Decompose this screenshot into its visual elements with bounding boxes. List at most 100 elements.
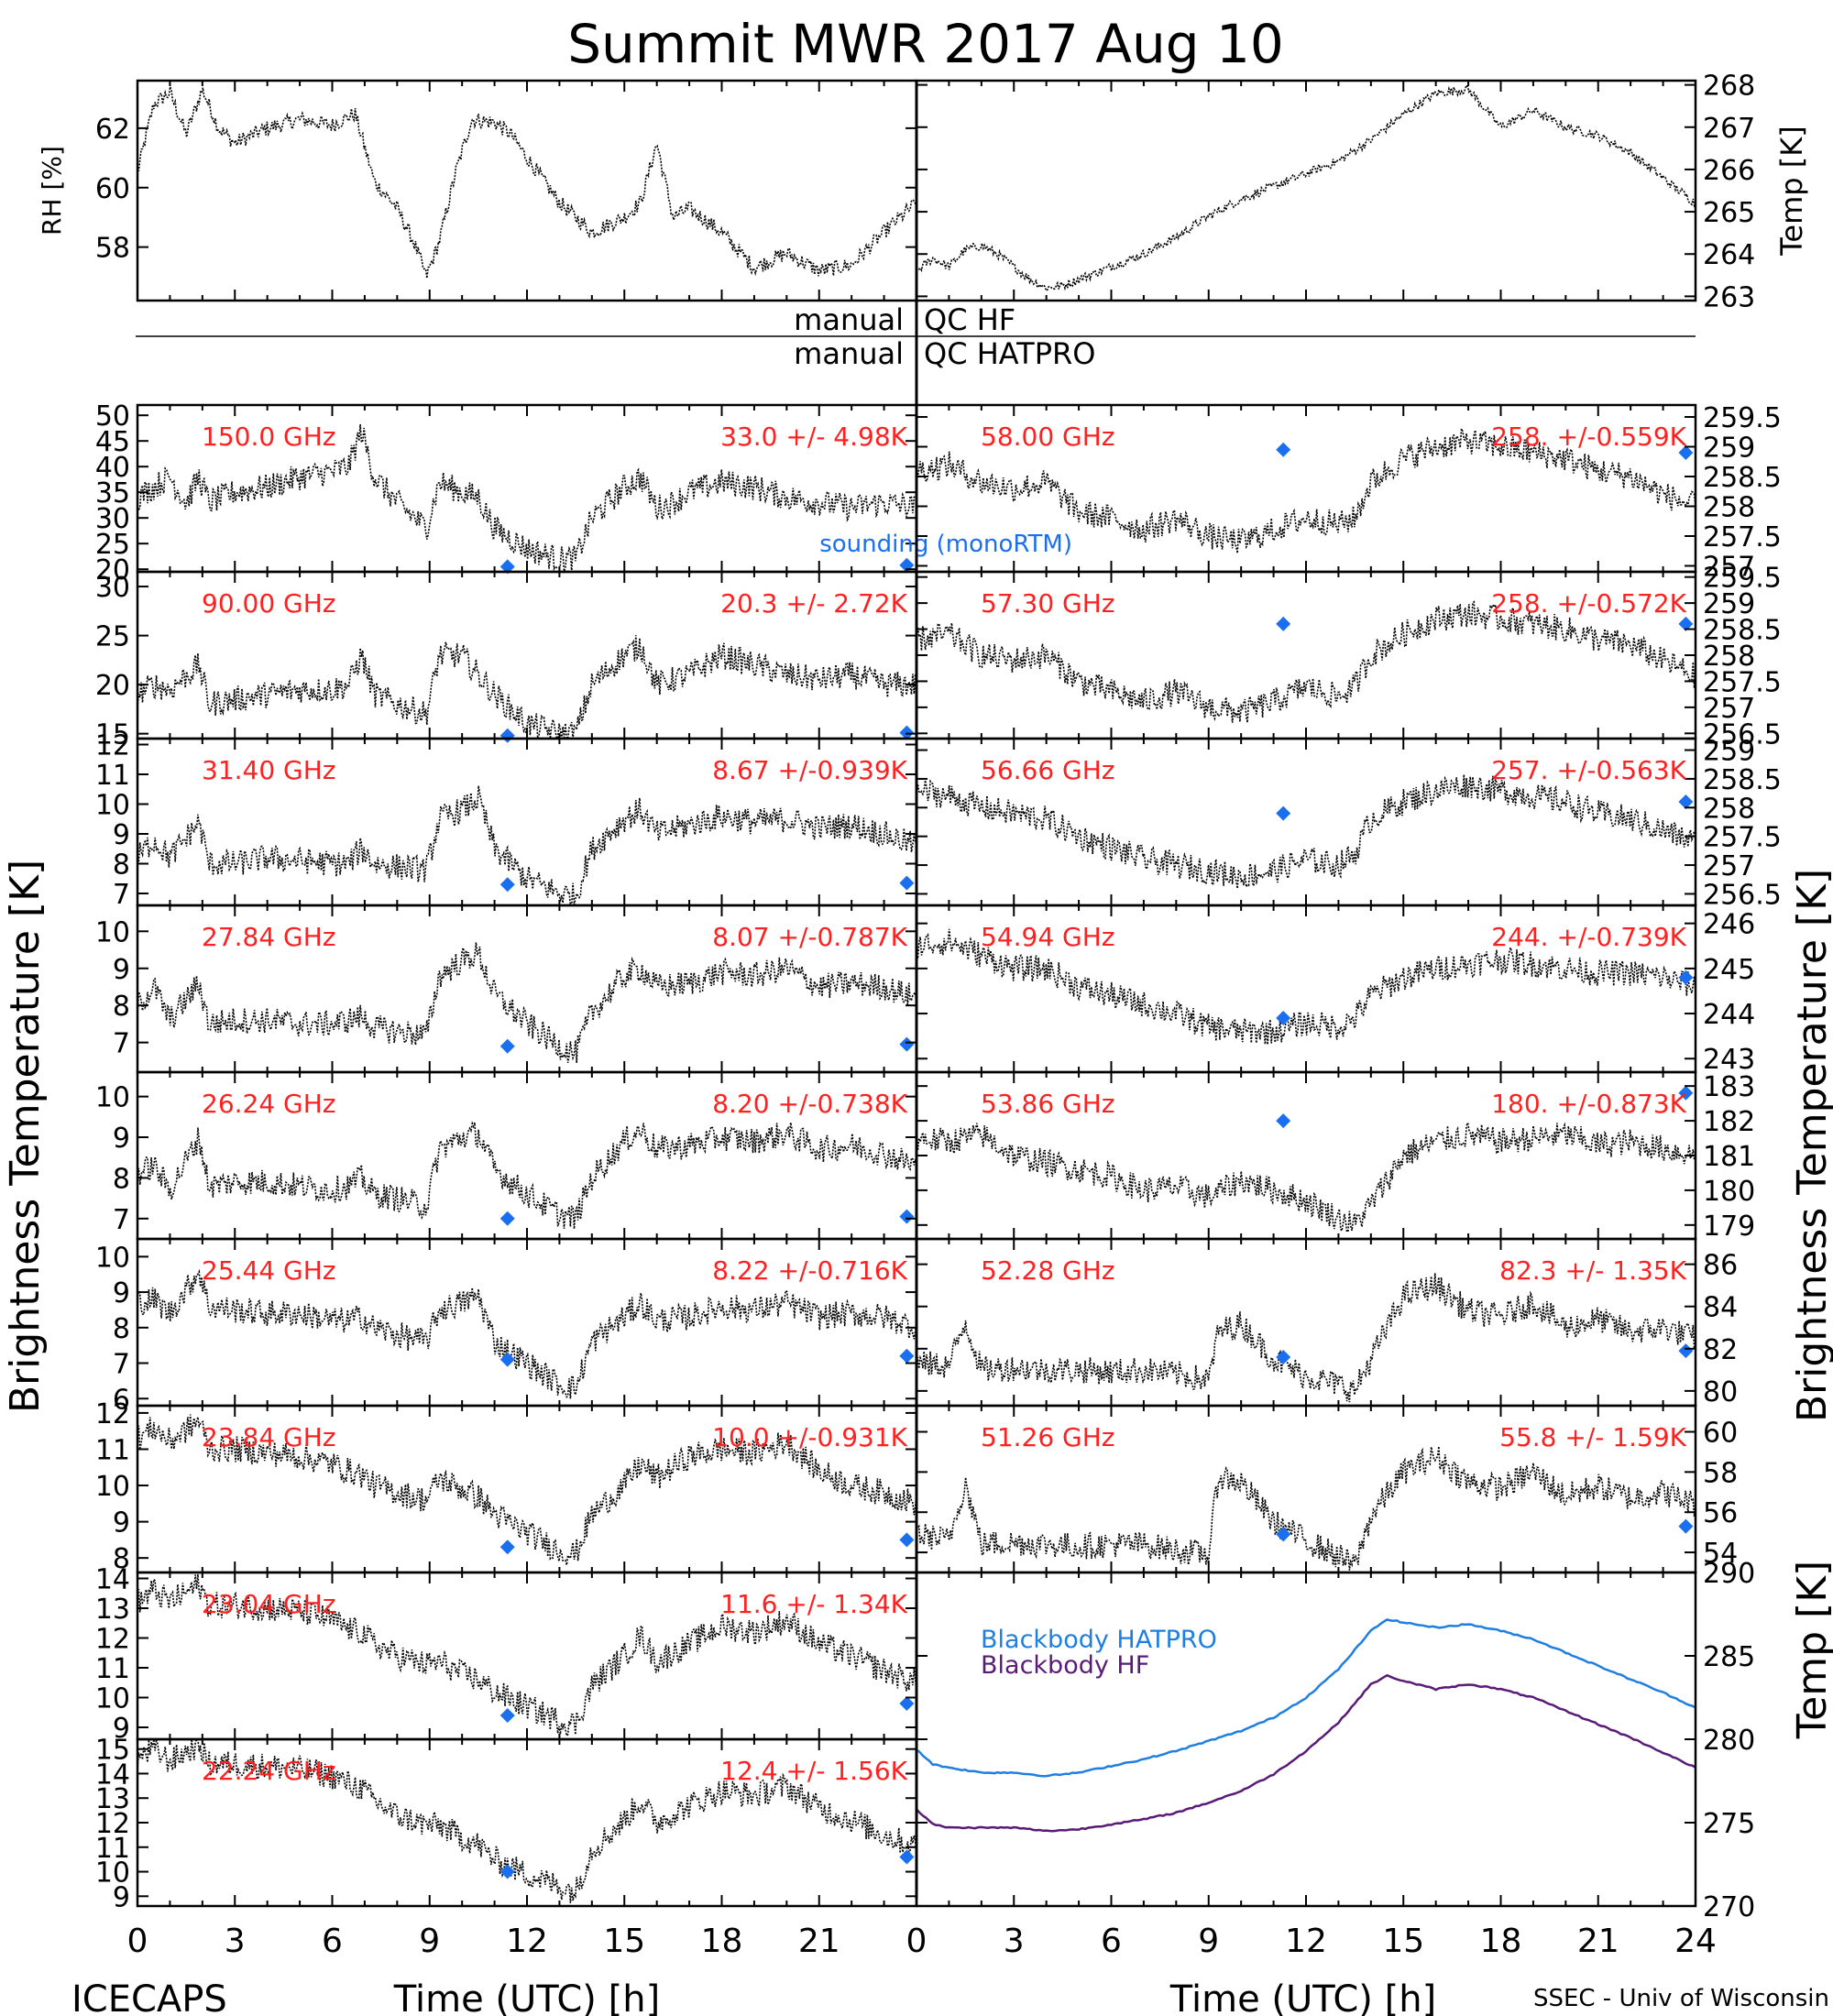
y-tick-label: 10 [95,916,130,948]
channel-panel-right-51.26: 54 56 58 60 51.26 GHz 55.8 +/- 1.59K [915,1404,1738,1574]
y-tick-label: 259 [1703,736,1755,768]
stat-label: 8.22 +/-0.716K [712,1255,907,1286]
y-tick-label: 82 [1703,1334,1738,1366]
channel-panel-right-54.94: 243 244 245 246 54.94 GHz 244. +/-0.739K [915,904,1755,1076]
y-tick-label: 10 [95,1683,130,1715]
y-tick-label: 13 [95,1783,130,1815]
x-axis-labels: 0 3 6 9 12 15 18 21 0 3 6 9 12 15 18 21 24 [127,1923,1717,1960]
y-tick-label: 258.5 [1703,764,1782,796]
y-tick-label: 10 [95,1242,130,1274]
y-tick-label: 258.5 [1703,462,1782,494]
data-series-trace [916,83,1696,292]
sounding-point [1276,1010,1291,1025]
y-title-left: Brightness Temperature [K] [2,860,49,1413]
y-tick-label: 9 [113,1123,130,1155]
channel-panel-left-90.00: 15 20 25 30 90.00 GHz 20.3 +/- 2.72K [95,570,918,751]
y-tick-label: 270 [1703,1891,1755,1923]
y-tick-label: 54 [1703,1538,1738,1570]
y-tick-label: 12 [95,1808,130,1840]
stat-label: 257. +/-0.563K [1491,755,1686,785]
sounding-point [1678,445,1694,460]
sounding-point [899,1532,915,1548]
data-series-trace [137,86,917,279]
y-tick-label: 10 [95,1471,130,1503]
sounding-point [499,728,515,743]
y-tick-label: 258 [1703,793,1755,825]
data-series-trace [916,600,1696,723]
y-tick-label: 11 [95,760,130,792]
sounding-point [1678,794,1694,810]
x-tick-label: 3 [225,1923,246,1960]
sounding-point [1276,616,1291,631]
sounding-point [499,1352,515,1367]
sounding-point [499,1708,515,1723]
y-tick-label: 259.5 [1703,402,1782,434]
y-tick-label: 7 [113,1204,130,1236]
y-tick-label: 6 [113,1384,130,1416]
sounding-point [1678,1343,1694,1359]
y-tick-label: 246 [1703,909,1755,941]
y-tick-label: 290 [1703,1558,1755,1590]
y-tick-label: 258.5 [1703,615,1782,647]
sounding-point [499,1211,515,1226]
freq-label: 31.40 GHz [202,755,336,785]
data-series-trace [916,928,1696,1045]
data-series-trace [137,1738,917,1903]
sounding-point [1276,1527,1291,1542]
x-tick-label: 3 [1004,1923,1025,1960]
y-tick-label: 8 [113,991,130,1023]
channel-panel-right-52.28: 80 82 84 86 52.28 GHz 82.3 +/- 1.35K [915,1237,1738,1408]
y-tick-label: 268 [1703,71,1755,103]
y-tick-label: 10 [95,1082,130,1114]
sounding-point [899,1209,915,1224]
stat-label: 20.3 +/- 2.72K [720,588,907,619]
y-tick-label: 264 [1703,239,1755,271]
y-tick-label: 266 [1703,155,1755,187]
sounding-point [499,1539,515,1555]
y-tick-label: 258 [1703,492,1755,524]
x-tick-label: 15 [603,1923,645,1960]
footer-left-tag: ICECAPS [71,1978,227,2016]
y-tick-label: 14 [95,1564,130,1596]
sounding-point [899,875,915,891]
y-tick-label: 60 [1703,1418,1738,1450]
data-series-trace [137,1268,917,1399]
y-tick-label: 84 [1703,1292,1738,1324]
y-tick-label: 14 [95,1759,130,1791]
freq-label: 150.0 GHz [202,422,336,452]
x-tick-label: 9 [1198,1923,1219,1960]
y-tick-label: 9 [113,819,130,851]
y-tick-label: 182 [1703,1106,1755,1138]
plot-frame [915,79,1697,302]
freq-label: 56.66 GHz [981,755,1115,785]
y-tick-label: 9 [113,954,130,986]
y-tick-label: 20 [95,554,130,586]
y-tick-label: 7 [113,1349,130,1381]
y-tick-label: 8 [113,1313,130,1345]
stat-label: 55.8 +/- 1.59K [1499,1422,1686,1452]
sounding-point [499,877,515,893]
y-title-temp-bottom: Temp [K] [1789,1561,1833,1739]
data-series-trace [137,1573,917,1737]
sounding-point [1678,1518,1694,1534]
sounding-point [1678,616,1694,631]
qc-right-label-2: QC HATPRO [924,336,1095,371]
y-tick-label: 280 [1703,1725,1755,1757]
freq-label: 25.44 GHz [202,1255,336,1286]
sounding-point [899,557,915,573]
stat-label: 82.3 +/- 1.35K [1499,1255,1686,1286]
stat-label: 258. +/-0.572K [1491,588,1686,619]
y-tick-label: 40 [95,452,130,484]
y-tick-label: 20 [95,670,130,702]
blackbody-line-0 [916,1618,1696,1778]
y-tick-label: 58 [95,233,130,265]
blackbody-line-1 [916,1673,1696,1833]
x-tick-label: 24 [1674,1923,1717,1960]
freq-label: 23.84 GHz [202,1422,336,1452]
